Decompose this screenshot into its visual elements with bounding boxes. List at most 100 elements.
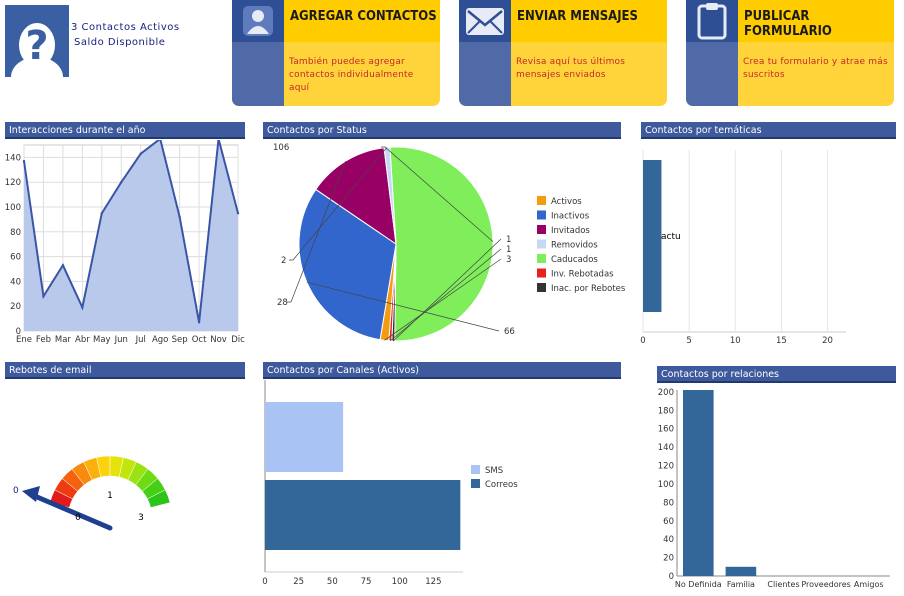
panel-header-rebotes: Rebotes de email xyxy=(5,362,245,379)
clipboard-icon xyxy=(686,0,738,42)
x-tick-label: Mar xyxy=(55,335,72,345)
gauge-label: 0 xyxy=(75,513,81,523)
data-point xyxy=(100,212,104,215)
y-tick-label: 120 xyxy=(5,178,21,188)
y-tick-label: 20 xyxy=(10,302,21,312)
leader-line xyxy=(306,281,500,332)
tematicas-chart: 0 5 10 15 20 actu xyxy=(640,150,846,346)
x-tick-label: Nov xyxy=(210,335,227,345)
question-user-icon: ? xyxy=(11,23,63,97)
y-tick-label: 60 xyxy=(663,517,674,527)
x-tick-label: Jul xyxy=(135,335,146,345)
slice-label: 1 xyxy=(506,235,511,245)
data-point xyxy=(61,264,65,267)
legend-swatch xyxy=(471,465,480,474)
balance-link[interactable]: Saldo Disponible xyxy=(74,37,166,48)
svg-text:?: ? xyxy=(25,23,48,69)
gauge-segment xyxy=(147,489,171,508)
slice-label: 1 xyxy=(506,245,511,255)
data-point xyxy=(120,181,123,184)
x-tick-label: Oct xyxy=(192,335,207,345)
x-tick-label: 5 xyxy=(686,336,691,346)
data-point xyxy=(197,321,201,324)
y-tick-label: 120 xyxy=(658,462,674,472)
data-point xyxy=(42,295,45,298)
y-tick-label: 200 xyxy=(658,388,674,398)
leader-line xyxy=(289,147,388,261)
x-tick-label: Feb xyxy=(36,335,51,345)
status-pie-chart: 10611366282ActivosInactivosInvitadosRemo… xyxy=(273,143,626,342)
account-info: 3 Contactos Activos Saldo Disponible xyxy=(71,20,180,50)
y-tick-label: 60 xyxy=(10,253,21,263)
panel-header-status: Contactos por Status xyxy=(263,122,621,139)
gauge-needle-head xyxy=(22,486,40,502)
bar xyxy=(265,402,344,472)
leader-line xyxy=(381,146,494,242)
legend-label: Caducados xyxy=(551,255,598,265)
publish-form-title: PUBLICAR FORMULARIO xyxy=(738,0,894,42)
gauge-label: 3 xyxy=(138,513,144,523)
y-tick-label: 40 xyxy=(10,277,21,287)
x-tick-label: No Definida xyxy=(675,580,722,589)
bar xyxy=(643,160,662,312)
user-icon xyxy=(232,0,284,42)
add-contacts-desc: También puedes agregar contactos individ… xyxy=(289,57,414,93)
y-tick-label: 40 xyxy=(663,535,674,545)
panel-header-relaciones: Contactos por relaciones xyxy=(657,366,896,383)
avatar[interactable]: ? xyxy=(5,5,69,97)
leader-line xyxy=(287,161,346,303)
area-fill xyxy=(24,140,238,331)
leader-line xyxy=(390,248,502,342)
x-tick-label: Sep xyxy=(172,335,188,345)
slice-label: 66 xyxy=(504,327,515,337)
add-contacts-card[interactable]: AGREGAR CONTACTOS También puedes agregar… xyxy=(232,0,440,106)
panel-header-tematicas: Contactos por temáticas xyxy=(641,122,896,139)
x-tick-label: 10 xyxy=(730,336,741,346)
bar xyxy=(725,566,757,576)
send-messages-desc: Revisa aquí tus últimos mensajes enviado… xyxy=(516,57,626,80)
x-tick-label: Ago xyxy=(152,335,168,345)
send-messages-title: ENVIAR MENSAJES xyxy=(511,0,667,42)
legend-label: Inac. por Rebotes xyxy=(551,284,626,294)
gauge-label: 1 xyxy=(107,491,113,501)
x-tick-label: Proveedores xyxy=(801,580,850,589)
leader-line xyxy=(393,238,502,342)
envelope-icon xyxy=(459,0,511,42)
legend-swatch xyxy=(537,239,546,249)
x-tick-label: Ene xyxy=(16,335,32,345)
panel-header-canales: Contactos por Canales (Activos) xyxy=(263,362,621,379)
y-tick-label: 20 xyxy=(663,554,674,564)
bar xyxy=(683,390,714,576)
x-tick-label: Familia xyxy=(727,580,755,589)
legend-swatch xyxy=(537,225,546,234)
x-tick-label: Jun xyxy=(114,335,128,345)
leader-line xyxy=(384,258,502,341)
data-point xyxy=(81,306,84,309)
legend-label: Inactivos xyxy=(551,212,590,222)
legend-label: Inv. Rebotadas xyxy=(551,270,614,280)
send-messages-card[interactable]: ENVIAR MENSAJES Revisa aquí tus últimos … xyxy=(459,0,667,106)
x-tick-label: Amigos xyxy=(854,580,884,589)
x-tick-label: 15 xyxy=(776,336,787,346)
legend-swatch xyxy=(537,196,546,205)
canales-chart: 0 25 50 75 100 125 SMS Correos xyxy=(262,380,518,587)
legend-swatch xyxy=(537,268,546,278)
data-point xyxy=(178,215,181,219)
x-tick-label: 25 xyxy=(293,577,304,587)
x-tick-label: 20 xyxy=(822,336,833,346)
pie-slice xyxy=(389,146,494,342)
legend-label: Correos xyxy=(485,480,518,490)
data-point xyxy=(139,152,142,155)
x-tick-label: Clientes xyxy=(767,580,799,589)
y-tick-label: 100 xyxy=(5,203,21,213)
x-tick-label: 50 xyxy=(327,577,338,587)
y-tick-label: 140 xyxy=(658,443,674,453)
slice-label: 106 xyxy=(273,143,289,153)
add-contacts-title: AGREGAR CONTACTOS xyxy=(284,0,440,42)
bar xyxy=(265,480,461,550)
y-tick-label: 80 xyxy=(663,498,674,508)
slice-label: 3 xyxy=(506,255,511,265)
active-contacts-text: 3 Contactos Activos xyxy=(71,22,180,33)
publish-form-card[interactable]: PUBLICAR FORMULARIO Crea tu formulario y… xyxy=(686,0,894,106)
relaciones-chart: 0 20 40 60 80 100 120 140 160 180 200 No Definida Fa… xyxy=(658,388,890,589)
